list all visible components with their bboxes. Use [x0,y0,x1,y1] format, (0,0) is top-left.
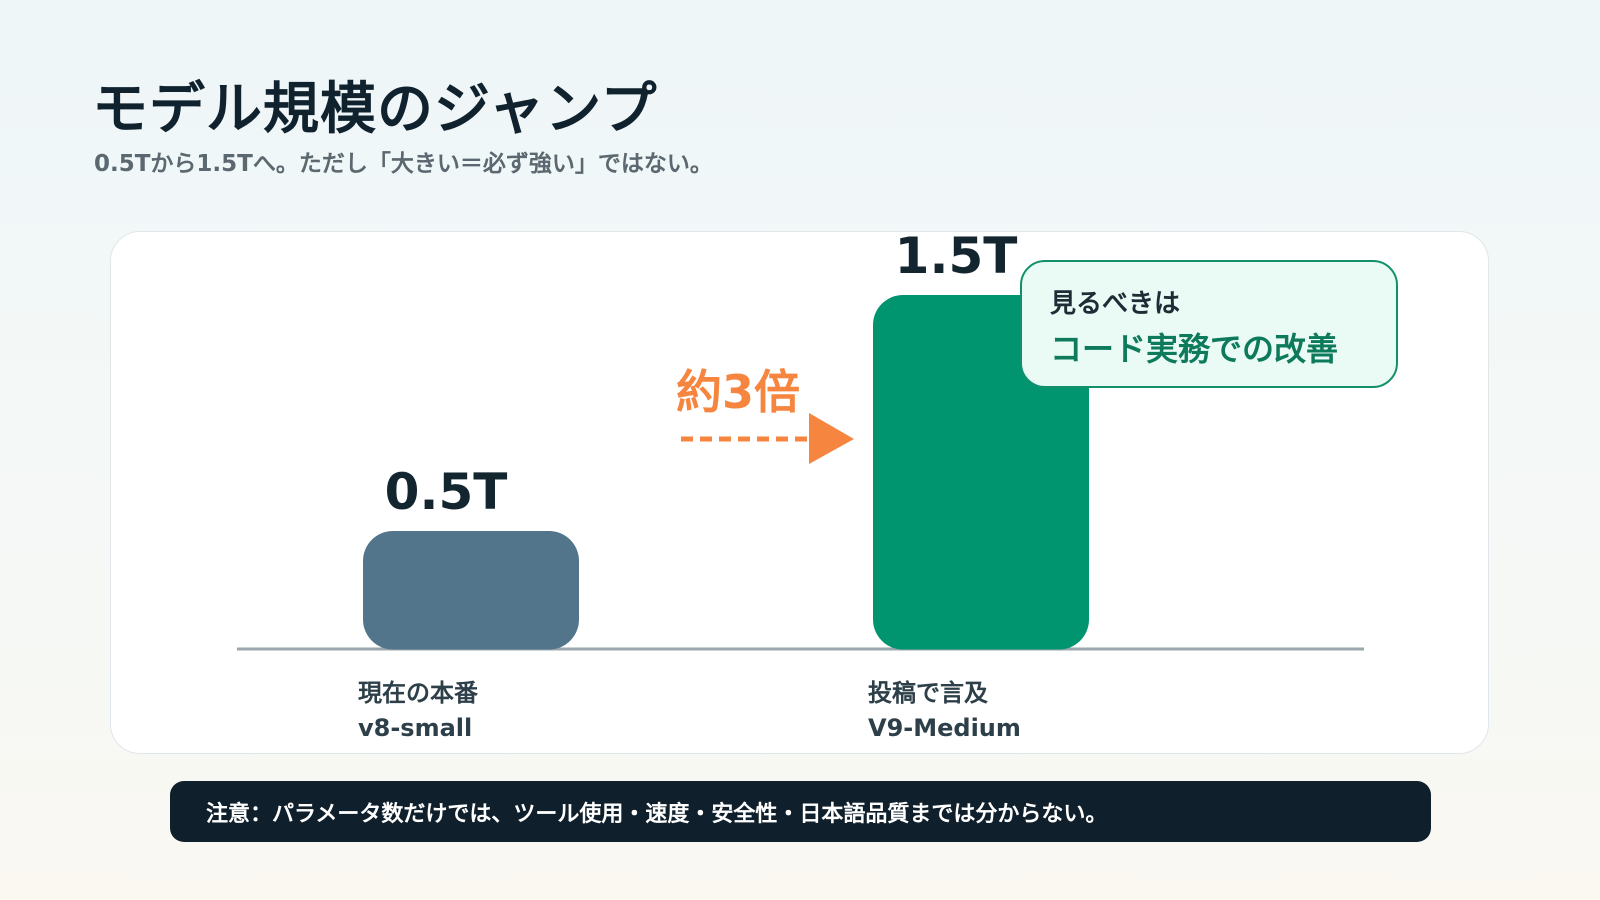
category-label-1-line2: v8-small [358,714,472,742]
value-label-1: 0.5T [385,463,508,521]
page-title: モデル規模のジャンプ [92,77,658,142]
chart-card: 0.5T 現在の本番 v8-small 1.5T 投稿で言及 V9-Medium 約3倍 見る… [110,231,1489,754]
multiplier-label: 約3倍 [676,365,800,419]
callout-box [1020,260,1398,388]
caution-note-text: 注意：パラメータ数だけでは、ツール使用・速度・安全性・日本語品質までは分からない… [206,801,1108,827]
value-label-2: 1.5T [895,232,1018,285]
category-label-2-line2: V9-Medium [868,714,1021,742]
category-label-1-line1: 現在の本番 [358,679,479,707]
multiplier-arrow-head [809,413,854,464]
caution-note: 注意：パラメータ数だけでは、ツール使用・速度・安全性・日本語品質までは分からない… [170,781,1431,842]
category-label-2-line1: 投稿で言及 [868,679,988,707]
page-subtitle: 0.5Tから1.5Tへ。ただし「大きい＝必ず強い」ではない。 [94,151,713,177]
callout-line2: コード実務での改善 [1050,330,1338,368]
callout-line1: 見るべきは [1050,289,1180,319]
bar-1 [363,531,579,650]
bar-chart: 0.5T 現在の本番 v8-small 1.5T 投稿で言及 V9-Medium 約3倍 見る… [237,232,1398,742]
